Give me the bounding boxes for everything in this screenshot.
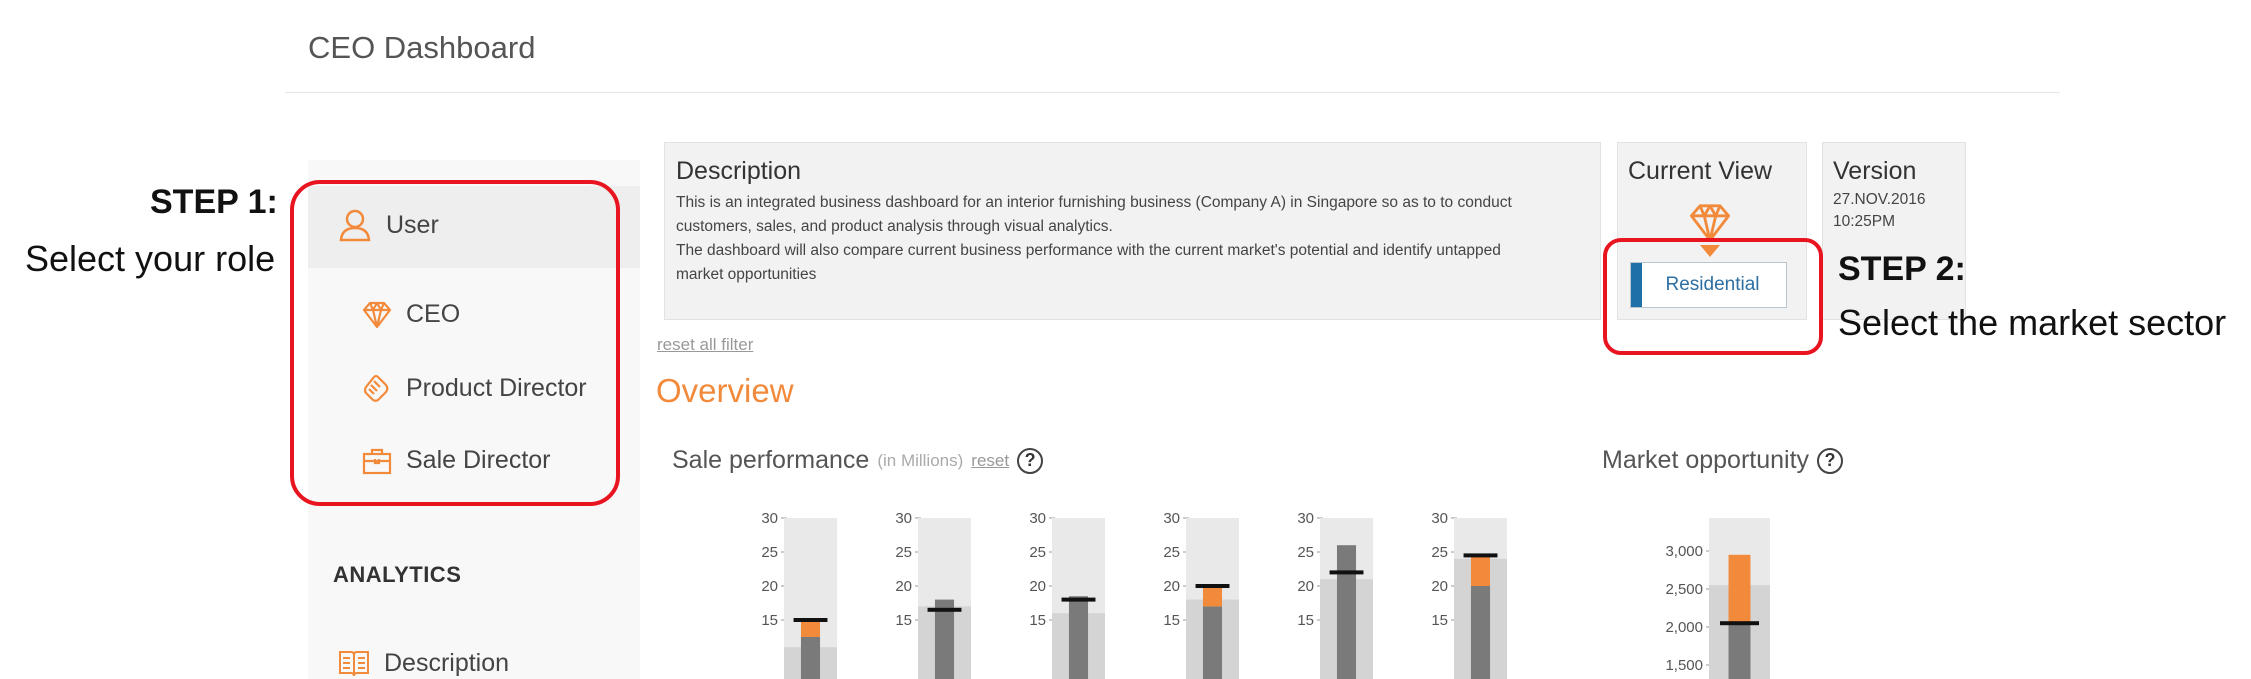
axis-tick-label: 2,000 (1665, 619, 1703, 636)
sector-residential-button[interactable]: Residential (1630, 262, 1787, 308)
bullet-target-marker (1195, 584, 1230, 588)
bullet-actual-bar (1336, 545, 1357, 679)
step1-highlight (290, 180, 620, 506)
version-info: 27.NOV.2016 10:25PM (1833, 189, 1926, 233)
user-row[interactable] (308, 186, 640, 268)
bullet-actual-bar (800, 637, 821, 679)
bullet-gap-bar (1470, 555, 1491, 586)
help-icon[interactable]: ? (1017, 447, 1044, 474)
market-opportunity-header: Market opportunity ? (1602, 446, 1844, 475)
version-time: 10:25PM (1833, 213, 1896, 230)
axis-tick-label: 30 (1431, 510, 1448, 527)
sidebar-item-label: Sale Director (406, 446, 551, 474)
market-opportunity-title: Market opportunity (1602, 446, 1810, 474)
sale-performance-header: Sale performance (in Millions) reset ? (672, 446, 1044, 475)
header-divider (285, 92, 2060, 93)
axis-tick-label: 2,500 (1665, 581, 1703, 598)
bullet-target-marker (1061, 597, 1096, 602)
axis-tick-label: 20 (761, 578, 778, 595)
description-heading: Description (676, 157, 802, 185)
description-panel: Description This is an integrated busine… (664, 142, 1601, 320)
axis-tick-label: 25 (1163, 544, 1180, 561)
bullet-gap-bar (1728, 554, 1751, 624)
analytics-heading: ANALYTICS (333, 562, 462, 587)
current-view-heading: Current View (1628, 157, 1773, 185)
axis-tick-label: 15 (1431, 612, 1448, 629)
sale-performance-reset-link[interactable]: reset (971, 450, 1010, 470)
bullet-actual-bar (1470, 586, 1491, 679)
handshake-icon (363, 374, 389, 402)
axis-tick-label: 3,000 (1665, 543, 1703, 560)
briefcase-icon (362, 448, 392, 474)
version-panel: Version 27.NOV.2016 10:25PM (1822, 142, 1966, 320)
bullet-target-marker (1719, 621, 1760, 626)
help-icon[interactable]: ? (1817, 447, 1844, 474)
bullet-gap-bar (800, 620, 821, 637)
axis-tick-label: 15 (1163, 612, 1180, 629)
sidebar-item-sale-director[interactable]: Sale Director (362, 446, 551, 475)
bullet-actual-bar (1202, 606, 1223, 679)
user-icon (339, 209, 371, 242)
axis-tick-label: 15 (895, 612, 912, 629)
description-line: customers, sales, and product analysis t… (676, 218, 1113, 235)
sidebar-user[interactable]: User (338, 208, 439, 242)
overview-title: Overview (656, 372, 794, 409)
bullet-actual-bar (1728, 623, 1751, 679)
diamond-icon (1690, 204, 1730, 242)
diamond-icon (362, 301, 392, 328)
caret-down-icon (1700, 245, 1720, 257)
sidebar-item-label: CEO (406, 300, 461, 328)
axis-tick-label: 15 (1297, 612, 1314, 629)
description-line: The dashboard will also compare current … (676, 242, 1501, 259)
axis-tick-label: 20 (1163, 578, 1180, 595)
description-line: This is an integrated business dashboard… (676, 194, 1512, 211)
axis-tick-label: 25 (1029, 544, 1046, 561)
axis-tick-label: 1,500 (1665, 657, 1703, 674)
axis-tick-label: 25 (1431, 544, 1448, 561)
step2-highlight (1603, 238, 1823, 355)
step2-text: Select the market sector (1838, 302, 2227, 343)
sale-performance-title: Sale performance (672, 446, 870, 474)
axis-tick-label: 20 (1297, 578, 1314, 595)
sidebar-item-description[interactable]: Description (338, 648, 509, 678)
description-line: market opportunities (676, 266, 817, 283)
bullet-gap-bar (1202, 586, 1223, 607)
axis-tick-label: 25 (1297, 544, 1314, 561)
sector-label: Residential (1665, 274, 1760, 295)
bullet-actual-bar (934, 599, 955, 679)
step1-title: STEP 1: (150, 183, 278, 221)
axis-tick-label: 30 (895, 510, 912, 527)
book-icon (339, 651, 369, 677)
sidebar-item-ceo[interactable]: CEO (362, 300, 460, 329)
description-text: This is an integrated business dashboard… (676, 191, 1596, 287)
axis-tick-label: 25 (895, 544, 912, 561)
axis-tick-label: 30 (1297, 510, 1314, 527)
axis-tick-label: 20 (1029, 578, 1046, 595)
axis-tick-label: 20 (1431, 578, 1448, 595)
sidebar-user-label: User (386, 210, 439, 239)
axis-tick-label: 15 (1029, 612, 1046, 629)
axis-tick-label: 30 (1163, 510, 1180, 527)
sale-performance-unit: (in Millions) (877, 450, 964, 470)
axis-tick-label: 25 (761, 544, 778, 561)
sidebar-item-label: Product Director (406, 373, 587, 402)
sidebar-item-label: Description (384, 648, 510, 677)
bullet-target-marker (927, 607, 962, 612)
version-date: 27.NOV.2016 (1833, 191, 1926, 208)
bullet-target-marker (1463, 553, 1498, 558)
bullet-actual-bar (1068, 596, 1089, 679)
version-heading: Version (1833, 157, 1917, 185)
axis-tick-label: 20 (895, 578, 912, 595)
step1-text: Select your role (25, 238, 276, 279)
axis-tick-label: 30 (761, 510, 778, 527)
sidebar-item-product-director[interactable]: Product Director (362, 373, 587, 403)
bullet-target-marker (793, 618, 828, 622)
page-title: CEO Dashboard (308, 30, 536, 65)
reset-all-filter-link[interactable]: reset all filter (657, 335, 754, 354)
axis-tick-label: 15 (761, 612, 778, 629)
axis-tick-label: 30 (1029, 510, 1046, 527)
bullet-target-marker (1329, 570, 1364, 575)
step2-title: STEP 2: (1838, 250, 1966, 288)
